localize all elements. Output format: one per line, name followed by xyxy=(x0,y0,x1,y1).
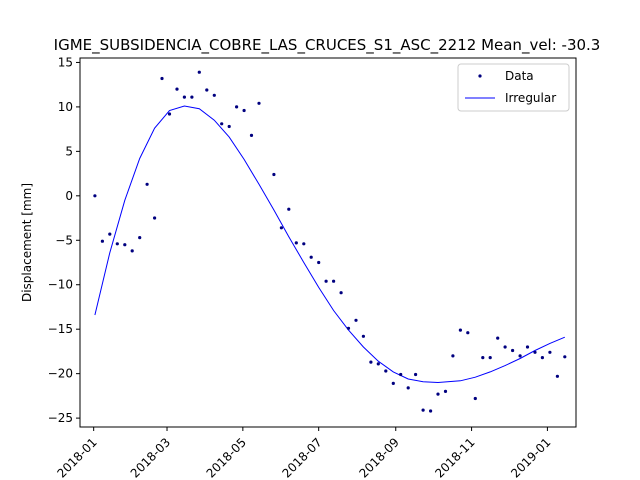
data-point xyxy=(302,242,306,246)
data-point xyxy=(153,216,157,220)
y-axis-label: Displacement [mm] xyxy=(20,183,34,302)
data-point xyxy=(399,372,403,377)
legend-box xyxy=(457,63,570,112)
data-point xyxy=(339,291,343,295)
y-tick-label: 5 xyxy=(65,144,73,158)
data-point xyxy=(123,243,127,247)
data-point xyxy=(414,372,418,377)
data-point xyxy=(436,392,440,396)
data-point xyxy=(257,101,261,105)
data-point xyxy=(458,328,462,332)
data-point xyxy=(518,354,522,358)
data-point xyxy=(138,236,142,240)
data-point xyxy=(533,350,537,354)
y-tick-label: −15 xyxy=(48,322,73,336)
x-tick-label: 2018-03 xyxy=(128,435,173,480)
data-point xyxy=(481,356,485,360)
y-axis: 15 10 5 0 −5 −10 −15 −20 −25 xyxy=(48,55,80,425)
data-point xyxy=(108,232,112,236)
data-point xyxy=(309,255,313,259)
data-point xyxy=(548,350,552,354)
legend-label-irregular: Irregular xyxy=(505,91,556,105)
plot-frame xyxy=(79,57,577,428)
chart-title: IGME_SUBSIDENCIA_COBRE_LAS_CRUCES_S1_ASC… xyxy=(54,36,601,55)
data-point xyxy=(391,381,395,385)
data-point xyxy=(317,260,321,265)
data-point xyxy=(473,396,477,401)
data-point xyxy=(429,409,433,413)
data-point xyxy=(182,95,186,99)
data-point xyxy=(115,242,119,246)
legend-label-data: Data xyxy=(505,69,534,83)
data-point xyxy=(525,345,530,349)
legend-marker-data xyxy=(478,74,482,78)
y-tick-label: 10 xyxy=(58,100,73,114)
y-tick-label: −5 xyxy=(55,233,73,247)
data-point xyxy=(443,389,448,393)
data-point xyxy=(212,93,216,97)
data-point xyxy=(145,182,149,186)
data-point xyxy=(197,70,201,74)
data-point xyxy=(167,112,172,116)
x-tick-label: 2018-01 xyxy=(54,435,99,480)
data-point xyxy=(242,108,246,113)
data-point xyxy=(496,336,500,340)
data-point xyxy=(369,360,373,364)
data-point xyxy=(354,318,358,322)
data-point xyxy=(540,356,545,360)
data-point xyxy=(510,348,515,353)
y-tick-label: −20 xyxy=(48,367,73,381)
data-point xyxy=(488,356,492,360)
data-point xyxy=(421,408,425,412)
data-point xyxy=(175,87,179,91)
data-point xyxy=(235,105,239,109)
data-point xyxy=(563,355,567,359)
x-tick-label: 2018-05 xyxy=(204,435,249,480)
data-point xyxy=(190,95,194,99)
data-point xyxy=(555,374,560,378)
data-point xyxy=(130,249,134,253)
data-point xyxy=(332,279,336,283)
x-tick-label: 2018-07 xyxy=(279,435,324,480)
y-tick-label: −25 xyxy=(48,411,73,425)
data-point xyxy=(503,345,507,349)
data-point xyxy=(205,88,209,92)
data-point xyxy=(100,239,104,243)
x-tick-label: 2019-01 xyxy=(508,435,553,480)
data-point xyxy=(287,207,291,211)
data-point xyxy=(466,331,470,335)
x-tick-label: 2018-09 xyxy=(357,435,402,480)
data-point xyxy=(279,226,283,230)
data-point xyxy=(324,279,328,283)
data-point xyxy=(376,362,380,366)
data-point xyxy=(361,334,365,338)
series-line-irregular xyxy=(94,105,565,384)
x-axis: 2018-01 2018-03 2018-05 2018-07 2018-09 2018-… xyxy=(54,427,554,480)
data-point xyxy=(384,369,388,373)
data-point xyxy=(249,133,254,137)
data-point xyxy=(227,124,231,129)
legend: Data Irregular xyxy=(457,63,570,112)
data-point xyxy=(406,386,410,390)
y-tick-label: −10 xyxy=(48,278,73,292)
x-tick-label: 2018-11 xyxy=(432,435,477,480)
series-layer xyxy=(93,70,567,413)
y-tick-label: 15 xyxy=(58,55,73,69)
data-point xyxy=(220,122,224,126)
data-point xyxy=(294,241,298,245)
data-point xyxy=(160,76,164,81)
data-point xyxy=(346,326,351,330)
y-tick-label: 0 xyxy=(65,189,73,203)
data-point xyxy=(272,172,276,177)
data-point xyxy=(93,194,97,198)
data-point xyxy=(451,354,455,358)
